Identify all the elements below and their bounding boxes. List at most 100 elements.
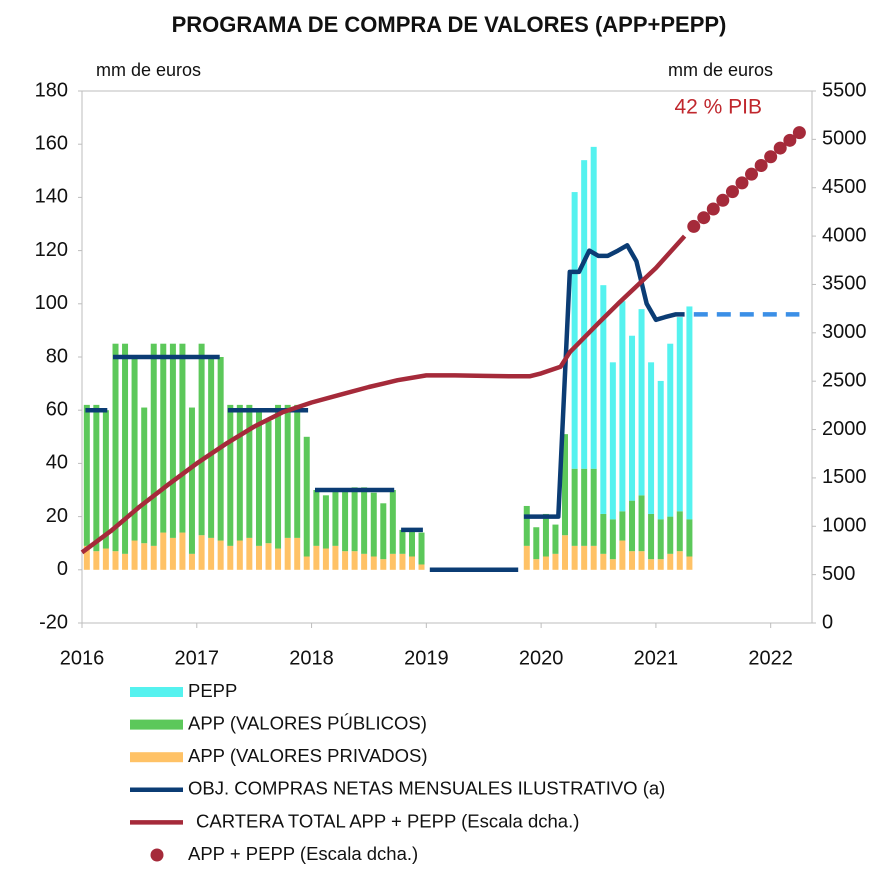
bar	[131, 540, 138, 570]
bar	[648, 559, 655, 570]
bar	[361, 553, 368, 570]
point	[725, 185, 739, 199]
y2-tick-label: 5000	[822, 128, 867, 150]
legend: PEPP APP (VALORES PÚBLICOS) APP (VALORES P…	[130, 680, 665, 864]
bar	[638, 551, 645, 570]
y-tick-label: 120	[35, 239, 68, 261]
bar	[93, 551, 100, 570]
y2-axis-label: mm de euros	[668, 60, 773, 80]
bar	[523, 545, 530, 570]
bar	[380, 559, 387, 570]
x-tick-label: 2021	[634, 647, 679, 669]
bar	[112, 343, 119, 552]
bar	[418, 564, 425, 570]
bar	[600, 553, 607, 570]
bar	[83, 545, 90, 570]
bar	[590, 468, 597, 546]
bar	[169, 343, 176, 538]
legend-swatch	[130, 687, 183, 697]
bar	[667, 516, 674, 554]
bar	[236, 404, 243, 541]
y-tick-label: 20	[46, 505, 68, 527]
y2-tick-label: 1000	[822, 515, 867, 537]
bar	[131, 357, 138, 541]
legend-label: APP (VALORES PÚBLICOS)	[188, 712, 427, 733]
bar	[102, 548, 109, 570]
point	[687, 219, 701, 233]
bar	[380, 503, 387, 560]
bar	[609, 559, 616, 570]
bar	[208, 537, 215, 570]
bar	[676, 317, 683, 512]
bar	[150, 545, 157, 570]
line-series	[80, 234, 687, 555]
bar	[418, 532, 425, 565]
bar	[389, 490, 396, 554]
bar	[198, 343, 205, 536]
bar	[619, 540, 626, 570]
bar	[600, 285, 607, 514]
y-tick-label: 160	[35, 132, 68, 154]
bar	[571, 545, 578, 570]
bar	[188, 407, 195, 554]
y-tick-label: 40	[46, 452, 68, 474]
y-tick-label: 0	[57, 558, 68, 580]
y-tick-label: -20	[39, 611, 68, 633]
annotation: 42 % PIB	[674, 96, 762, 119]
bar	[246, 537, 253, 570]
bar	[122, 553, 129, 570]
y-axis-label: mm de euros	[96, 60, 201, 80]
bar	[408, 529, 415, 557]
bar	[542, 556, 549, 570]
point	[764, 150, 778, 164]
bar	[322, 495, 329, 549]
y2-tick-label: 4500	[822, 176, 867, 198]
bar	[322, 548, 329, 570]
bar	[686, 306, 693, 520]
bar	[686, 519, 693, 557]
legend-swatch	[130, 719, 183, 730]
bar	[102, 410, 109, 549]
bar	[351, 551, 358, 570]
y-tick-label: 80	[46, 345, 68, 367]
bar	[169, 537, 176, 570]
bar	[150, 343, 157, 546]
bar	[590, 545, 597, 570]
bar	[399, 553, 406, 570]
bar	[619, 301, 626, 512]
y2-tick-label: 500	[822, 563, 855, 585]
bar	[179, 343, 186, 533]
bar	[370, 492, 377, 557]
y2-tick-label: 4000	[822, 224, 867, 246]
bar	[581, 160, 588, 469]
bar	[667, 343, 674, 517]
y2-tick-label: 2000	[822, 418, 867, 440]
bar	[265, 543, 272, 570]
bar	[533, 559, 540, 570]
point	[792, 126, 806, 140]
bar	[657, 519, 664, 560]
x-tick-label: 2018	[289, 647, 334, 669]
bar	[648, 362, 655, 514]
legend-swatch	[150, 848, 164, 862]
y-tick-label: 100	[35, 292, 68, 314]
bar	[571, 192, 578, 469]
bar	[255, 545, 262, 570]
point	[773, 141, 787, 155]
chart-title: PROGRAMA DE COMPRA DE VALORES (APP+PEPP)	[172, 12, 727, 37]
bar	[561, 535, 568, 570]
bar	[561, 434, 568, 536]
legend-label: APP (VALORES PRIVADOS)	[188, 745, 428, 766]
bar	[122, 343, 129, 554]
bar	[93, 404, 100, 552]
bar	[571, 468, 578, 546]
bar	[523, 505, 530, 546]
bar	[533, 527, 540, 560]
bar	[590, 146, 597, 469]
legend-swatch	[130, 752, 183, 763]
x-tick-label: 2022	[748, 647, 793, 669]
bar	[284, 537, 291, 570]
bar	[648, 513, 655, 560]
bar	[581, 545, 588, 570]
bar	[361, 487, 368, 554]
